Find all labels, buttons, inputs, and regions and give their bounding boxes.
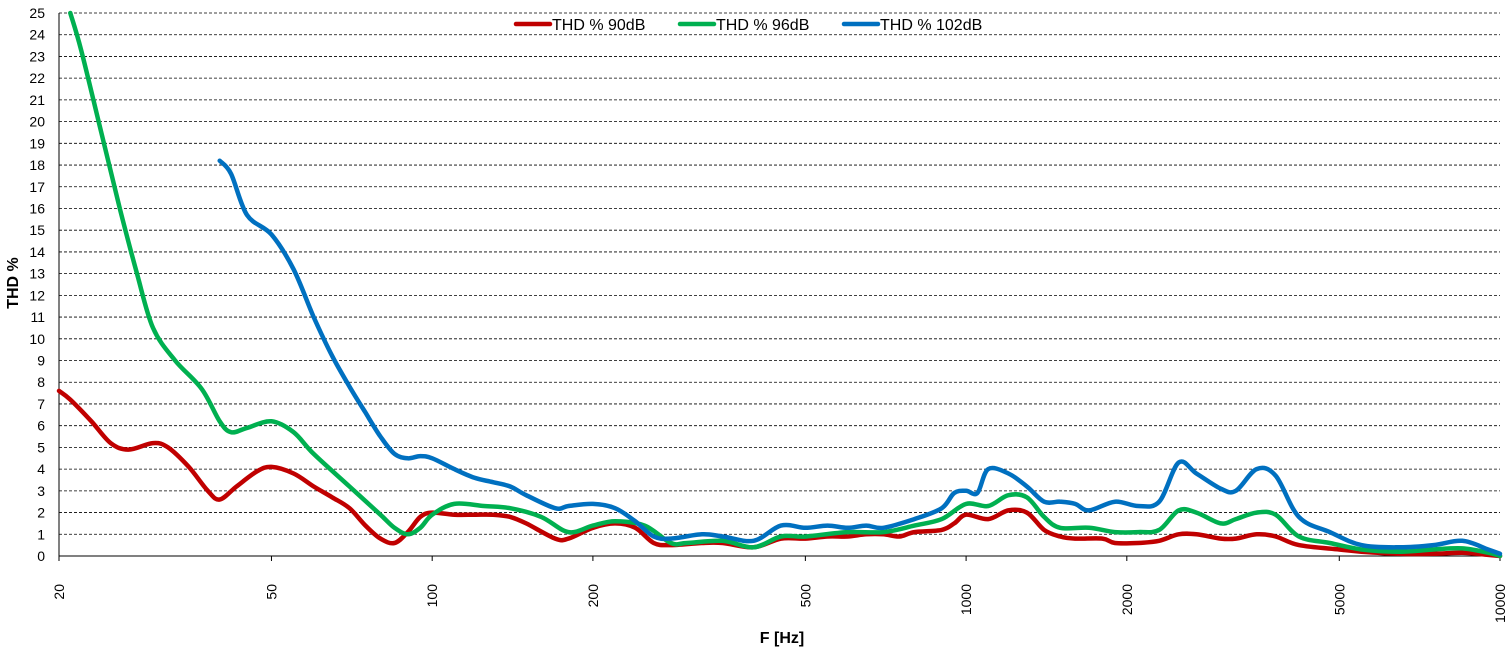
y-tick-label: 8 [37, 374, 45, 390]
gridlines [59, 12, 1500, 535]
legend-label: THD % 102dB [880, 17, 982, 34]
x-tick-label: 50 [263, 584, 279, 600]
legend-label: THD % 96dB [716, 17, 809, 34]
y-tick-label: 12 [29, 287, 45, 303]
x-tick-label: 2000 [1119, 584, 1135, 615]
y-tick-label: 5 [37, 439, 45, 455]
y-tick-label: 3 [37, 483, 45, 499]
y-tick-label: 7 [37, 396, 45, 412]
series-line-1 [56, 388, 1503, 559]
y-tick-label: 6 [37, 418, 45, 434]
x-tick-labels: 20 50 100 200 500 1000 2000 5000 10000 [51, 556, 1508, 623]
y-tick-label: 17 [29, 179, 45, 195]
y-tick-label: 9 [37, 353, 45, 369]
y-tick-label: 18 [29, 157, 45, 173]
y-tick-label: 2 [37, 505, 45, 521]
y-tick-label: 14 [29, 244, 45, 260]
y-tick-label: 19 [29, 135, 45, 151]
x-tick-label: 20 [51, 584, 67, 600]
y-tick-label: 10 [29, 331, 45, 347]
series-line-3 [217, 158, 1503, 557]
y-tick-label: 23 [29, 48, 45, 64]
y-tick-label: 25 [29, 5, 45, 21]
y-tick-label: 15 [29, 222, 45, 238]
y-tick-label: 24 [29, 27, 45, 43]
y-tick-label: 11 [30, 309, 45, 325]
y-tick-label: 1 [37, 526, 45, 542]
legend: THD % 90dB THD % 96dB THD % 102dB [513, 17, 982, 34]
series-lines [56, 10, 1503, 559]
legend-label: THD % 90dB [552, 17, 645, 34]
x-tick-label: 1000 [958, 584, 974, 615]
y-tick-label: 16 [29, 200, 45, 216]
y-tick-label: 4 [37, 461, 45, 477]
y-axis-title: THD % [5, 257, 22, 309]
x-tick-label: 10000 [1492, 584, 1508, 623]
x-tick-label: 200 [585, 584, 601, 608]
y-tick-label: 20 [29, 114, 45, 130]
y-tick-labels: 0123456789101112131415161718192021222324… [29, 5, 45, 564]
y-tick-label: 21 [29, 92, 45, 108]
x-tick-label: 100 [424, 584, 440, 608]
y-tick-label: 0 [37, 548, 45, 564]
y-tick-label: 13 [29, 266, 45, 282]
axes [58, 13, 1500, 557]
y-tick-label: 22 [29, 70, 45, 86]
series-line-2 [68, 10, 1503, 559]
x-tick-label: 5000 [1331, 584, 1347, 615]
x-tick-label: 500 [797, 584, 813, 608]
x-axis-title: F [Hz] [760, 630, 804, 647]
